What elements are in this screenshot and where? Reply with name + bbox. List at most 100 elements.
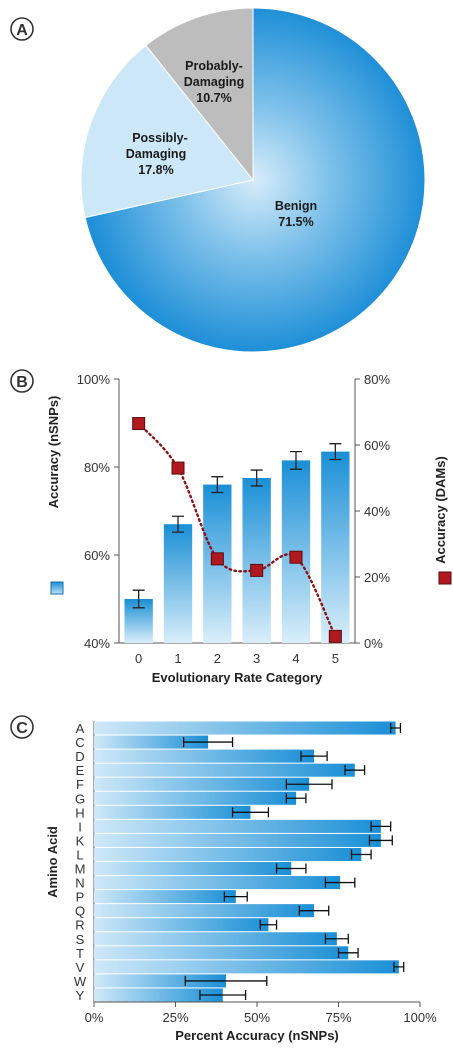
panel-a-letter: A bbox=[10, 17, 34, 41]
amino-error-bar-C bbox=[183, 737, 234, 748]
pie-label-possibly-line2: Damaging bbox=[126, 147, 186, 161]
amino-error-bar-P bbox=[223, 891, 248, 902]
accuracy-bar-3 bbox=[242, 478, 271, 643]
right-axis-legend-swatch bbox=[438, 571, 452, 585]
y-tick-label-I: I bbox=[78, 819, 82, 834]
y-tick-label-H: H bbox=[75, 805, 84, 820]
amino-error-bar-D bbox=[300, 751, 328, 762]
pie-label-probably-value: 10.7% bbox=[196, 91, 231, 105]
right-tick-label: 40% bbox=[364, 504, 390, 519]
x-tick-label: 25% bbox=[162, 1010, 188, 1025]
amino-bar-C bbox=[94, 735, 209, 749]
dam-marker-4 bbox=[289, 550, 303, 564]
accuracy-bar-1 bbox=[163, 524, 193, 643]
accuracy-error-bar-0 bbox=[132, 589, 145, 609]
amino-bar-L bbox=[94, 847, 362, 861]
pie-label-probably-line1: Probably- bbox=[185, 59, 243, 73]
panel-a-letter-text: A bbox=[16, 22, 28, 39]
y-tick-label-A: A bbox=[76, 721, 85, 736]
pie-label-possibly-value: 17.8% bbox=[138, 163, 173, 177]
y-axis-title: Amino Acid bbox=[45, 826, 60, 898]
panel-b-letter-text: B bbox=[16, 374, 28, 391]
y-tick-label-C: C bbox=[75, 735, 84, 750]
y-tick-label-G: G bbox=[75, 791, 85, 806]
pie-label-possibly-line1: Possibly- bbox=[132, 131, 188, 145]
panel-c-letter: C bbox=[10, 715, 34, 739]
amino-bar-F bbox=[94, 777, 310, 791]
y-tick-label-S: S bbox=[76, 932, 85, 947]
accuracy-error-bar-1 bbox=[172, 515, 184, 533]
y-tick-label-W: W bbox=[74, 974, 87, 989]
x-tick-label-1: 1 bbox=[174, 651, 181, 666]
x-tick-label-3: 3 bbox=[253, 651, 260, 666]
amino-error-bar-A bbox=[390, 723, 402, 734]
right-tick-label: 60% bbox=[364, 438, 390, 453]
amino-error-bar-V bbox=[393, 961, 405, 972]
accuracy-error-bar-2 bbox=[211, 476, 224, 494]
amino-bar-A bbox=[94, 721, 396, 735]
left-axis-title: Accuracy (nSNPs) bbox=[46, 396, 61, 509]
y-tick-label-D: D bbox=[75, 749, 84, 764]
panel-c-letter-text: C bbox=[16, 720, 28, 737]
pie-label-probably-line2: Damaging bbox=[184, 75, 244, 89]
x-axis-title: Evolutionary Rate Category bbox=[152, 670, 323, 685]
accuracy-error-bar-4 bbox=[290, 450, 302, 470]
amino-bar-K bbox=[94, 833, 381, 847]
x-tick-label-5: 5 bbox=[332, 651, 339, 666]
pie-slice-probably-damaging bbox=[145, 7, 254, 182]
amino-error-bar-Q bbox=[298, 905, 330, 916]
x-axis-title: Percent Accuracy (nSNPs) bbox=[175, 1028, 339, 1043]
amino-bar-T bbox=[94, 946, 349, 960]
left-tick-label: 40% bbox=[84, 636, 110, 651]
x-tick-label: 0% bbox=[85, 1010, 104, 1025]
panel-b-letter: B bbox=[10, 369, 34, 393]
y-tick-label-T: T bbox=[76, 946, 84, 961]
amino-bar-E bbox=[94, 763, 355, 777]
pie-chart: Benign 71.5% Possibly- Damaging 17.8% Probabl… bbox=[80, 7, 426, 353]
amino-bar-W bbox=[94, 974, 227, 988]
left-axis-legend-swatch bbox=[50, 581, 64, 595]
amino-bar-D bbox=[94, 749, 315, 763]
accuracy-bar-5 bbox=[321, 451, 350, 643]
dam-marker-5 bbox=[328, 629, 342, 643]
amino-error-bar-E bbox=[344, 765, 366, 776]
amino-error-bar-W bbox=[184, 975, 268, 986]
amino-error-bar-I bbox=[370, 821, 392, 832]
x-tick-label-0: 0 bbox=[135, 651, 142, 666]
right-tick-label: 20% bbox=[364, 570, 390, 585]
x-tick-label: 50% bbox=[244, 1010, 270, 1025]
pie-label-benign-value: 71.5% bbox=[278, 215, 313, 229]
amino-bar-P bbox=[94, 890, 236, 904]
y-tick-label-F: F bbox=[76, 777, 84, 792]
y-tick-label-R: R bbox=[75, 918, 84, 933]
amino-error-bar-S bbox=[324, 933, 349, 944]
amino-bar-V bbox=[94, 960, 399, 974]
y-tick-label-Q: Q bbox=[75, 904, 85, 919]
amino-error-bar-L bbox=[350, 849, 372, 860]
x-tick-label-2: 2 bbox=[214, 651, 221, 666]
right-tick-label: 0% bbox=[364, 636, 383, 651]
accuracy-error-bar-5 bbox=[329, 443, 342, 461]
amino-bar-Q bbox=[94, 904, 315, 918]
right-axis-title: Accuracy (DAMs) bbox=[433, 456, 448, 564]
amino-error-bar-K bbox=[368, 835, 393, 846]
x-tick-label: 100% bbox=[403, 1010, 437, 1025]
y-tick-label-K: K bbox=[76, 833, 85, 848]
amino-error-bar-H bbox=[231, 807, 270, 818]
amino-bar-M bbox=[94, 862, 292, 876]
dam-marker-1 bbox=[171, 461, 185, 475]
amino-error-bar-Y bbox=[199, 989, 247, 1000]
left-tick-label: 80% bbox=[84, 460, 110, 475]
amino-error-bar-R bbox=[259, 919, 278, 930]
pie-label-benign-name: Benign bbox=[275, 199, 317, 213]
amino-bar-S bbox=[94, 932, 337, 946]
amino-bar-G bbox=[94, 791, 297, 805]
x-tick-label-4: 4 bbox=[292, 651, 299, 666]
amino-bar-Y bbox=[94, 988, 223, 1002]
y-tick-label-P: P bbox=[76, 890, 85, 905]
pie-slice-benign bbox=[84, 7, 426, 353]
y-tick-label-E: E bbox=[76, 763, 85, 778]
amino-bar-H bbox=[94, 805, 251, 819]
